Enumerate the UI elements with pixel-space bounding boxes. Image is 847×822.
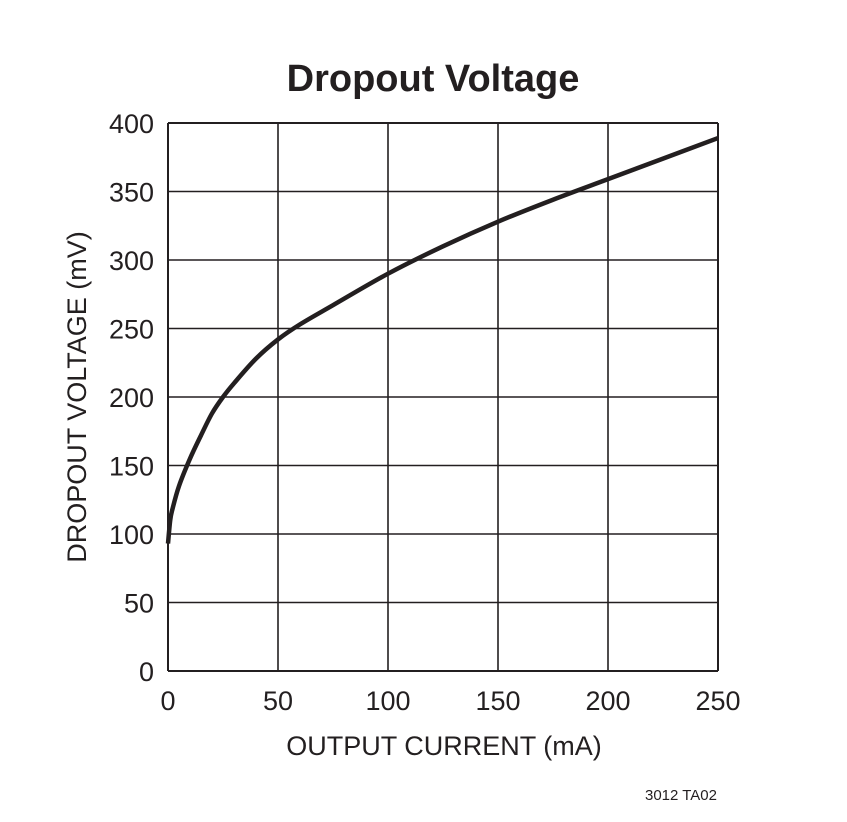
y-tick-label: 150	[109, 452, 154, 482]
x-tick-label: 50	[263, 686, 293, 716]
y-tick-label: 350	[109, 178, 154, 208]
y-tick-label: 50	[124, 589, 154, 619]
x-tick-label: 150	[475, 686, 520, 716]
y-axis-label: DROPOUT VOLTAGE (mV)	[62, 231, 92, 563]
y-tick-label: 400	[109, 109, 154, 139]
chart-title: Dropout Voltage	[287, 58, 580, 100]
x-tick-label: 250	[695, 686, 740, 716]
x-tick-label: 0	[160, 686, 175, 716]
y-tick-label: 250	[109, 315, 154, 345]
x-axis-label: OUTPUT CURRENT (mA)	[286, 731, 602, 761]
plot-area	[165, 135, 719, 544]
x-tick-label: 200	[585, 686, 630, 716]
figure-reference: 3012 TA02	[645, 787, 717, 804]
y-tick-label: 300	[109, 246, 154, 276]
grid	[167, 122, 719, 672]
series-line	[165, 135, 719, 544]
x-tick-label: 100	[365, 686, 410, 716]
y-tick-label: 0	[139, 657, 154, 687]
tick-labels: 0 50 100 150 200 250 0 50 100 150 200 250 300 350 400	[109, 109, 741, 716]
y-tick-label: 100	[109, 520, 154, 550]
y-tick-label: 200	[109, 383, 154, 413]
